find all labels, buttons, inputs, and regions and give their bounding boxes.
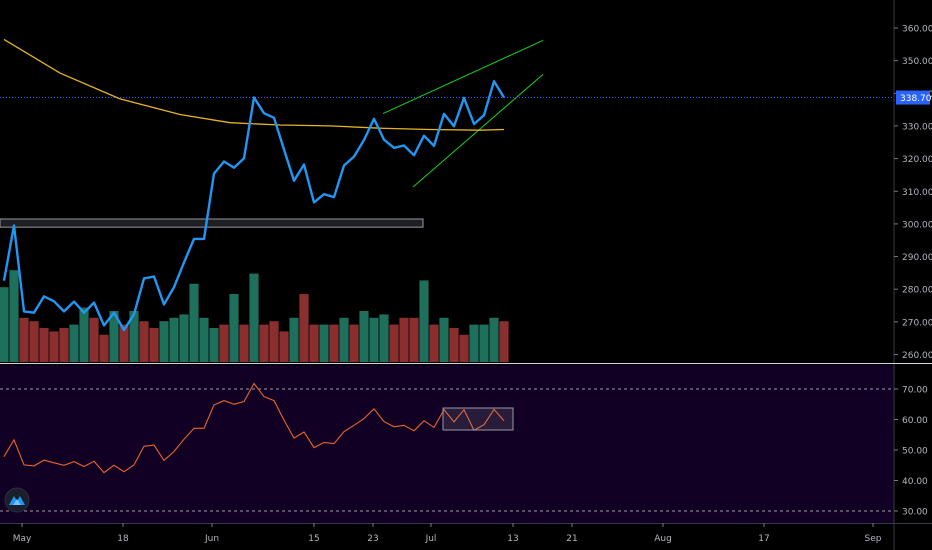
chart-overlays [0, 39, 894, 228]
volume-bar [199, 317, 209, 362]
volume-bar [179, 314, 189, 362]
volume-bar [59, 328, 69, 362]
volume-bar [399, 317, 409, 362]
volume-bar [269, 321, 279, 362]
volume-bar [339, 317, 349, 362]
rsi-axis-label: 70.00 [902, 386, 928, 396]
price-axis-label: 260.00 [902, 351, 932, 361]
volume-bar [209, 328, 219, 362]
volume-bars [0, 270, 509, 362]
volume-bar [229, 294, 239, 362]
time-axis-label: 15 [308, 534, 319, 544]
volume-bar [289, 317, 299, 362]
volume-bar [469, 324, 479, 362]
price-axis-label: 350.00 [902, 57, 932, 67]
time-axis-label: Jul [425, 534, 437, 544]
logo-icon[interactable] [4, 487, 30, 513]
rsi-panel-background [0, 365, 894, 523]
time-axis-label: Sep [865, 534, 882, 544]
volume-bar [309, 324, 319, 362]
volume-bar [259, 324, 269, 362]
time-axis-label: Jun [204, 534, 219, 544]
volume-bar [249, 273, 259, 362]
volume-bar [119, 324, 129, 362]
volume-bar [219, 324, 229, 362]
volume-bar [39, 328, 49, 362]
volume-bar [239, 324, 249, 362]
price-axis-label: 290.00 [902, 253, 932, 263]
volume-bar [99, 334, 109, 362]
volume-bar [89, 317, 99, 362]
volume-bar [129, 311, 139, 362]
time-axis-label: 23 [367, 534, 378, 544]
time-axis-label: May [13, 534, 32, 544]
volume-bar [369, 317, 379, 362]
time-axis-label: Aug [654, 534, 672, 544]
volume-bar [359, 311, 369, 362]
volume-bar [319, 324, 329, 362]
volume-bar [29, 321, 39, 362]
resistance-zone-box [0, 218, 424, 228]
volume-bar [139, 321, 149, 362]
volume-bar [79, 307, 89, 362]
price-axis-label: 310.00 [902, 188, 932, 198]
time-axis[interactable]: May 18 Jun 15 23 Jul 13 21 Aug 17 Sep [13, 523, 882, 544]
volume-bar [169, 317, 179, 362]
volume-bar [9, 270, 19, 362]
volume-bar [419, 280, 429, 362]
rsi-axis[interactable]: 70.00 60.00 50.00 40.00 30.00 [894, 386, 928, 518]
rsi-line [3, 382, 505, 474]
time-axis-label: 21 [566, 534, 577, 544]
volume-bar [459, 334, 469, 362]
time-axis-label: 17 [758, 534, 769, 544]
volume-bar [279, 331, 289, 362]
volume-bar [189, 283, 199, 362]
volume-bar [109, 311, 119, 362]
volume-bar [299, 294, 309, 362]
volume-bar [149, 328, 159, 362]
price-axis-label: 360.00 [902, 25, 932, 35]
rsi-axis-label: 30.00 [902, 508, 928, 518]
price-series [2, 38, 506, 332]
volume-bar [479, 324, 489, 362]
price-axis[interactable]: 360.00350.00340.00330.00320.00310.00300.… [894, 25, 932, 362]
volume-bar [329, 324, 339, 362]
volume-bar [159, 321, 169, 362]
volume-bar [489, 317, 499, 362]
price-axis-label: 300.00 [902, 220, 932, 230]
time-axis-label: 18 [117, 534, 129, 544]
price-axis-label: 330.00 [902, 122, 932, 132]
rsi-axis-label: 60.00 [902, 416, 928, 426]
volume-bar [499, 321, 509, 362]
volume-bar [19, 317, 29, 362]
rsi-series [0, 382, 894, 512]
moving-average-line [3, 38, 505, 131]
price-line [2, 79, 506, 332]
time-axis-label: 13 [507, 534, 518, 544]
volume-bar [49, 331, 59, 362]
rsi-axis-label: 50.00 [902, 447, 928, 457]
current-price-tag [896, 90, 930, 105]
volume-bar [449, 328, 459, 362]
volume-bar [349, 324, 359, 362]
price-axis-label: 320.00 [902, 155, 932, 165]
upper-trend-line [382, 39, 544, 114]
volume-bar [69, 324, 79, 362]
volume-bar [389, 324, 399, 362]
volume-bar [409, 317, 419, 362]
price-axis-label: 270.00 [902, 318, 932, 328]
volume-bar [379, 314, 389, 362]
price-axis-label: 280.00 [902, 286, 932, 296]
current-price-label: 338.70 [900, 94, 932, 104]
volume-bar [439, 317, 449, 362]
volume-bar [429, 324, 439, 362]
rsi-highlight-box [442, 407, 514, 431]
volume-bar [0, 287, 9, 362]
rsi-axis-label: 40.00 [902, 477, 928, 487]
